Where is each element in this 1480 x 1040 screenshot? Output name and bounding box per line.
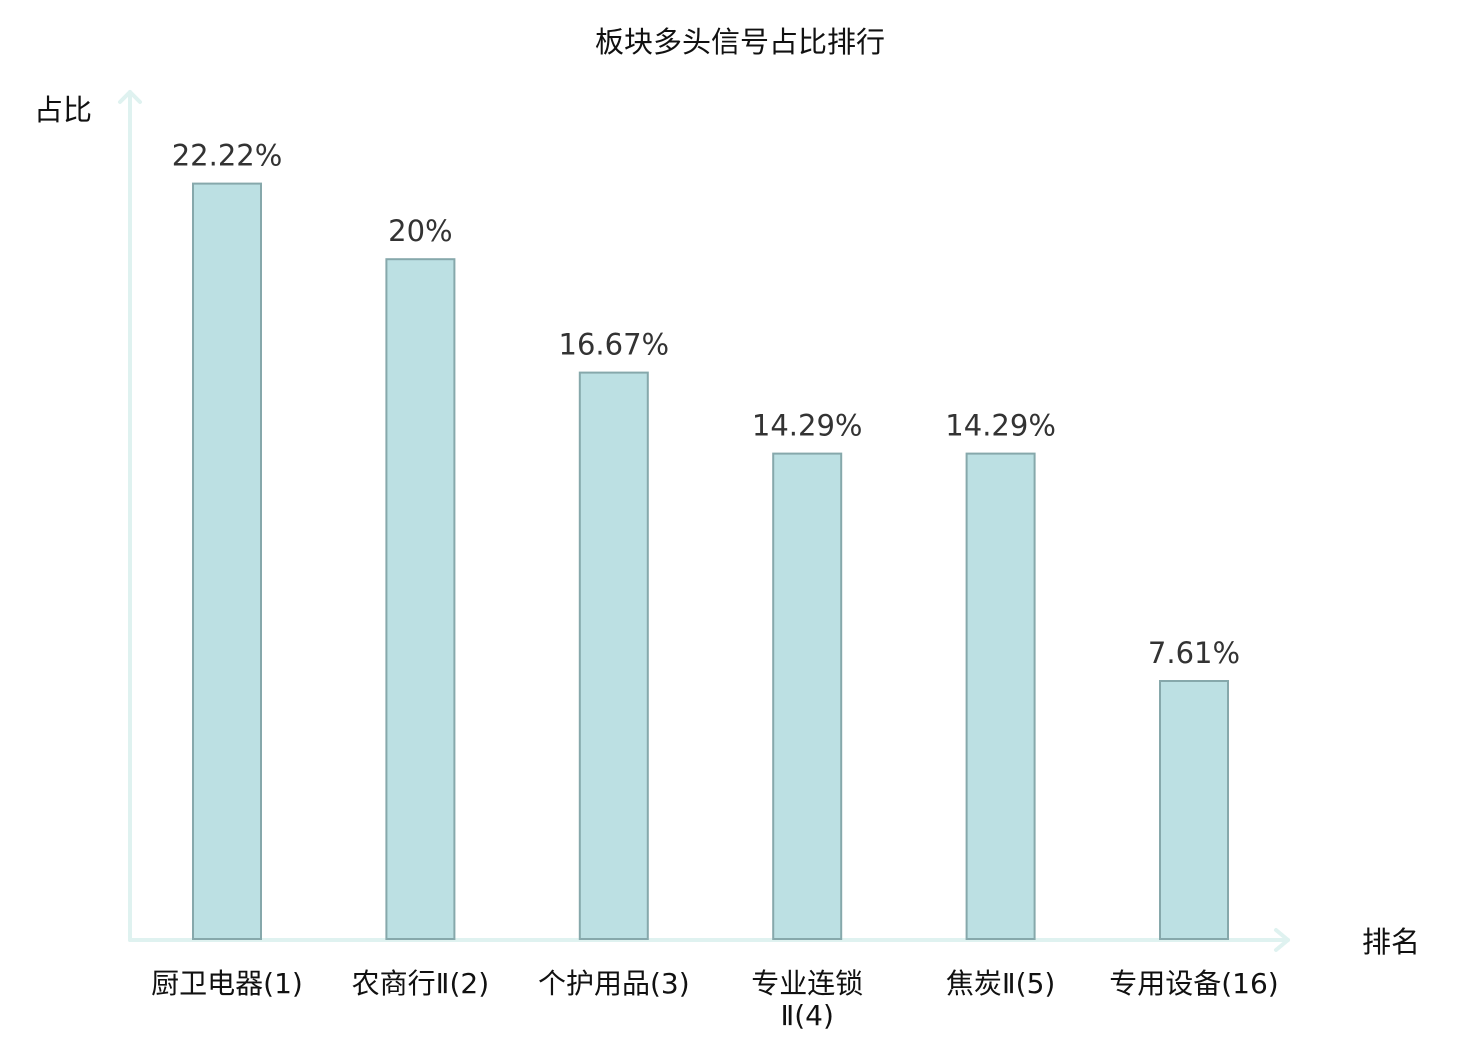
category-label-3: 个护用品(3) — [538, 967, 690, 1000]
bar-1[interactable] — [192, 182, 262, 941]
x-axis-arrow — [1274, 928, 1290, 952]
value-label-1: 22.22% — [172, 139, 283, 173]
bar-2[interactable] — [385, 258, 456, 940]
category-label-1: 厨卫电器(1) — [151, 967, 303, 1000]
value-label-5: 14.29% — [945, 409, 1056, 443]
category-label-4-line-2: Ⅱ(4) — [780, 999, 833, 1032]
bars-group: 22.22% 厨卫电器(1) 20% 农商行Ⅱ(2) 16.67% 个护用品(3) 14.2… — [151, 139, 1279, 1032]
bar-6[interactable] — [1159, 680, 1229, 940]
category-label-5: 焦炭Ⅱ(5) — [946, 967, 1055, 1000]
value-label-2: 20% — [388, 214, 452, 248]
chart-title: 板块多头信号占比排行 — [595, 25, 885, 59]
value-label-4: 14.29% — [752, 409, 863, 443]
y-axis-label: 占比 — [34, 93, 92, 127]
category-label-4-line-1: 专业连锁 — [751, 967, 863, 1000]
bar-3[interactable] — [578, 371, 649, 941]
y-axis-arrow — [118, 90, 142, 104]
value-label-3: 16.67% — [559, 328, 670, 362]
x-axis-label: 排名 — [1362, 925, 1420, 959]
category-label-2: 农商行Ⅱ(2) — [352, 967, 489, 1000]
bar-5[interactable] — [965, 452, 1036, 940]
value-label-6: 7.61% — [1148, 636, 1240, 670]
category-label-6: 专用设备(16) — [1109, 967, 1278, 1000]
bar-4[interactable] — [772, 452, 843, 940]
